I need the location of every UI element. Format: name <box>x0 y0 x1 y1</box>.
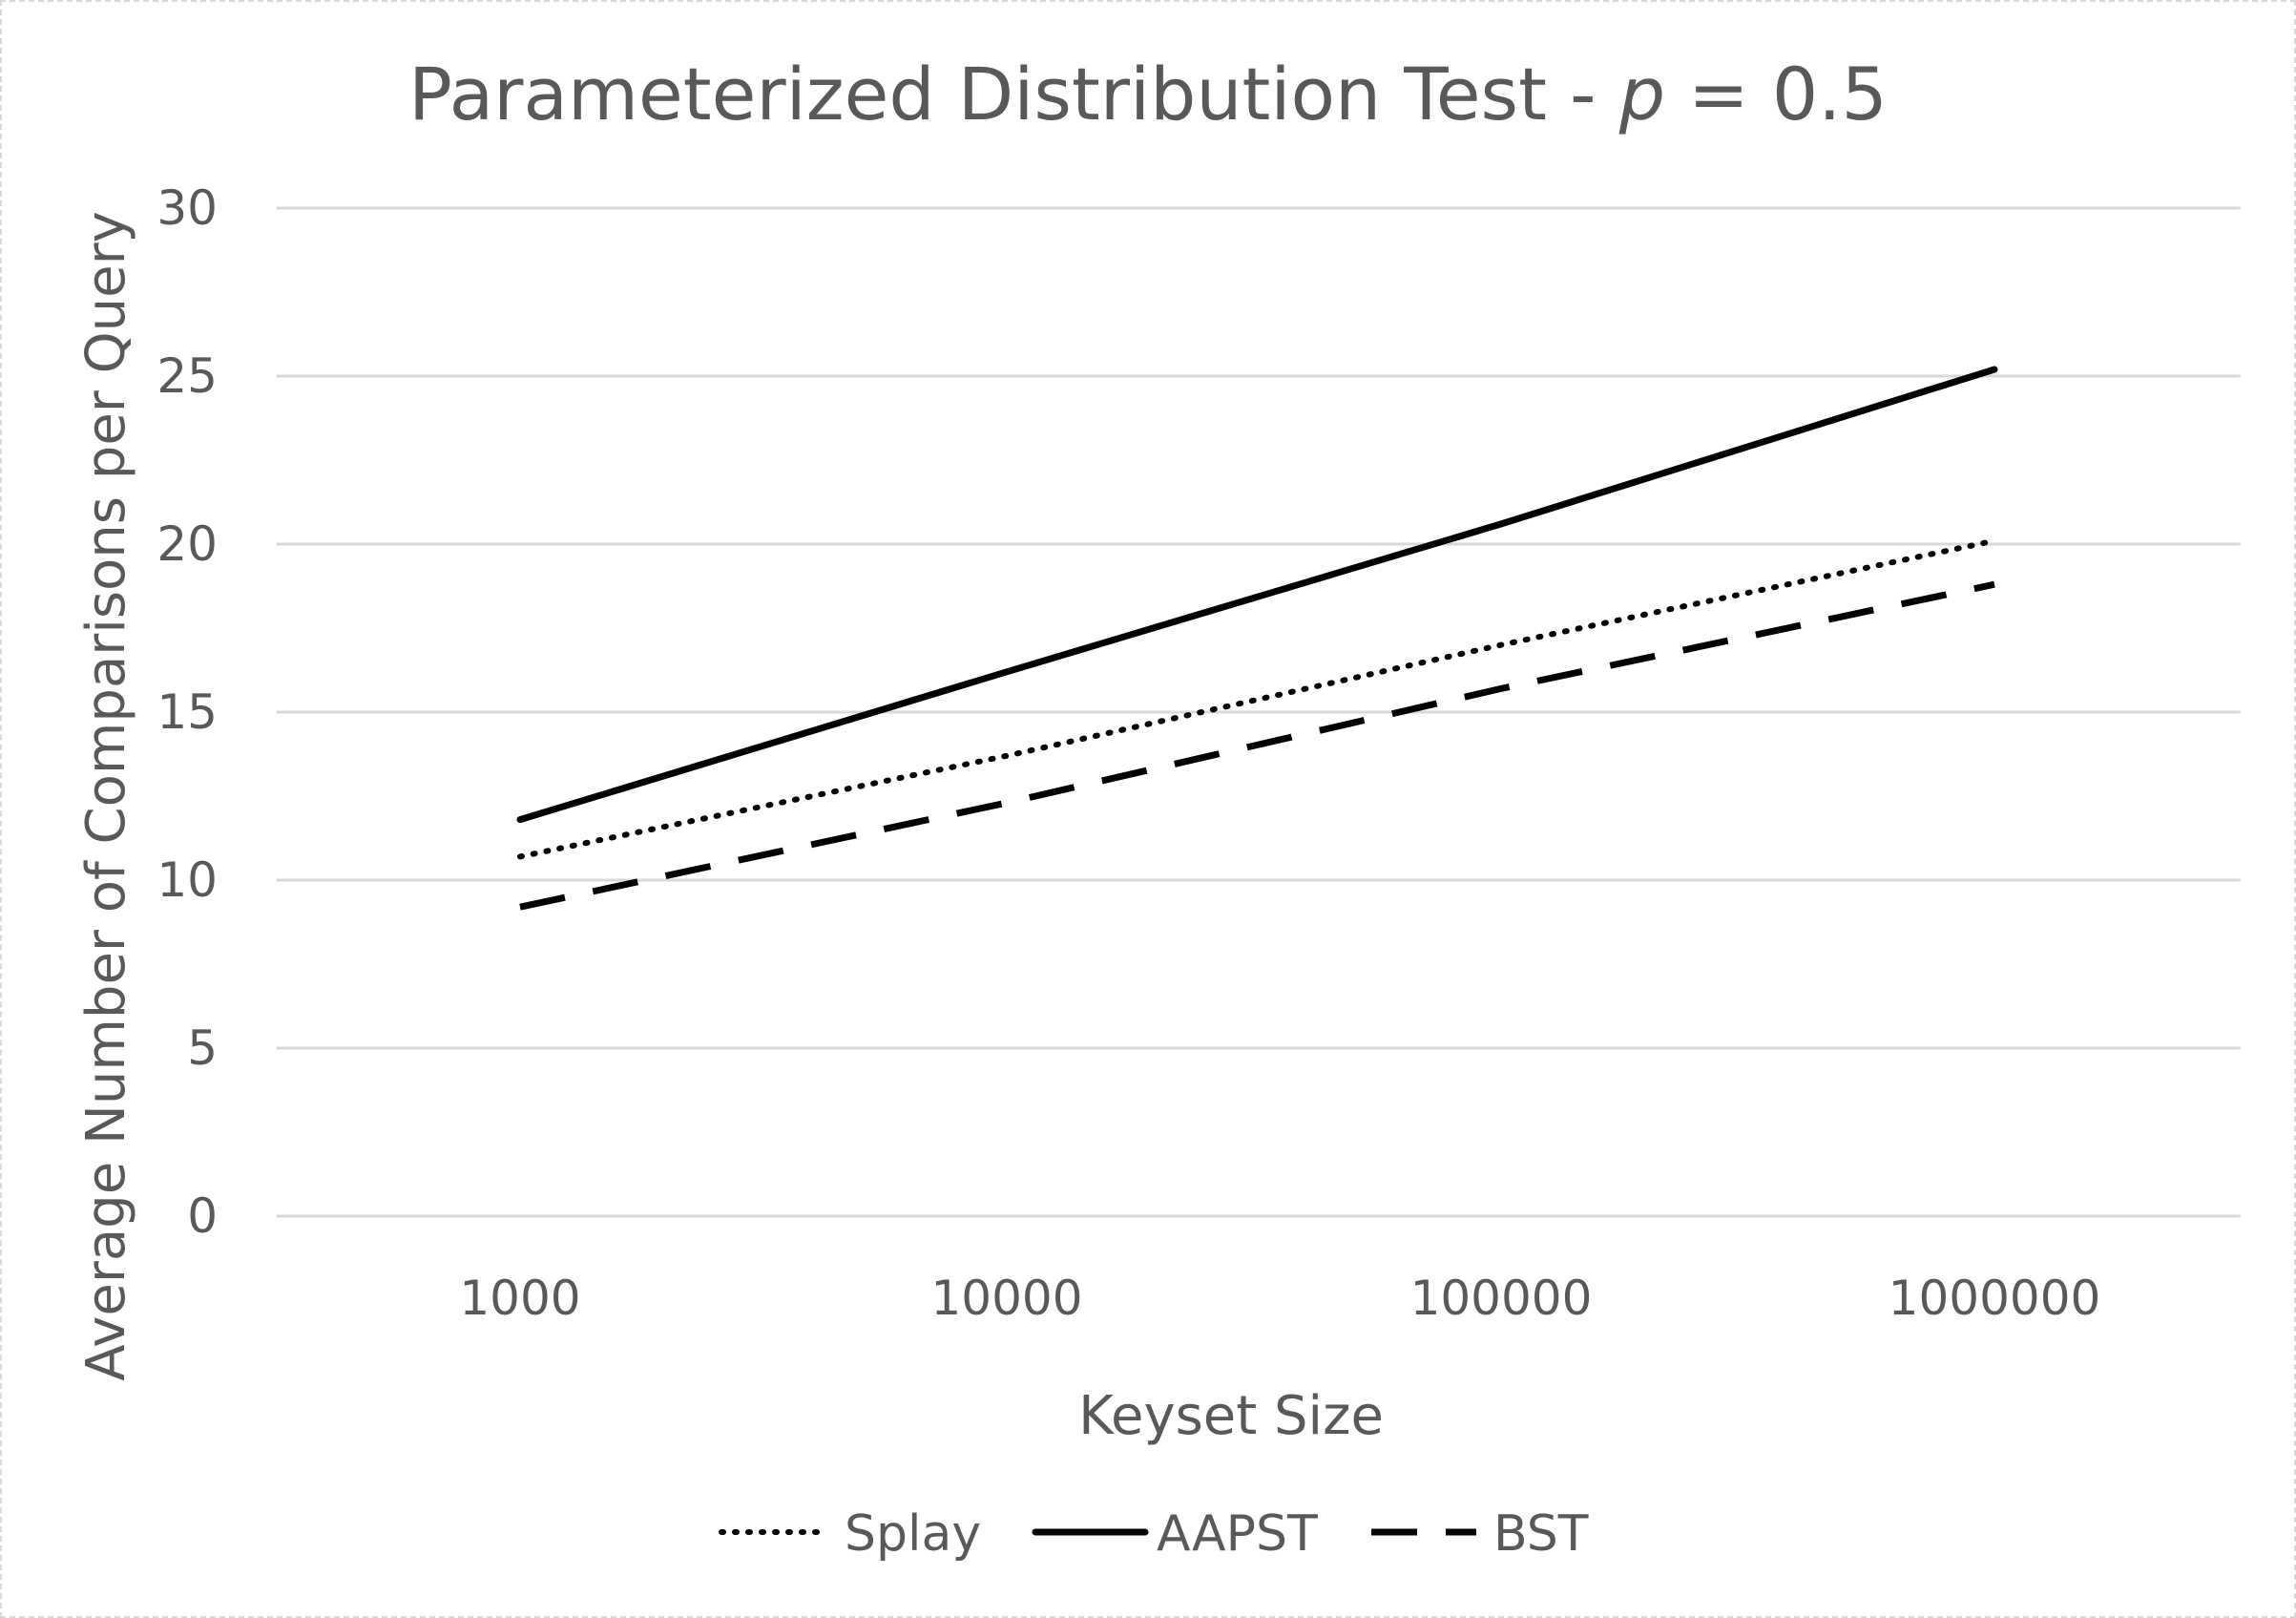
y-tick-label: 25 <box>157 348 218 404</box>
series-line-aapst <box>516 366 1998 824</box>
x-tick-label: 1000 <box>459 1271 580 1326</box>
y-axis-title: Average Number of Comparisons per Query <box>75 211 137 1381</box>
x-axis-title: Keyset Size <box>1078 1385 1384 1447</box>
x-tick-label: 10000 <box>930 1271 1082 1326</box>
series-line-splay <box>517 537 1997 860</box>
y-tick-label: 30 <box>157 180 218 236</box>
chart-title-rest: = 0.5 <box>1665 52 1888 137</box>
x-tick-label: 100000 <box>1410 1271 1593 1326</box>
series-lines <box>516 366 1998 911</box>
series-line-bst <box>519 580 1995 911</box>
legend: Splay AAPST BST <box>719 1505 1589 1563</box>
legend-label-bst: BST <box>1493 1505 1589 1563</box>
chart-title: Parameterized Distribution Test - p = 0.… <box>408 52 1888 137</box>
legend-label-splay: Splay <box>845 1505 981 1563</box>
x-tick-label: 1000000 <box>1889 1271 2101 1326</box>
x-tick-labels: 1000 10000 100000 1000000 <box>459 1271 2100 1326</box>
chart-title-var: p <box>1618 52 1665 137</box>
legend-label-aapst: AAPST <box>1157 1505 1318 1563</box>
gridlines <box>277 206 2241 1218</box>
y-tick-label: 15 <box>157 684 218 740</box>
y-tick-label: 0 <box>187 1188 218 1244</box>
y-tick-label: 20 <box>157 516 218 572</box>
y-tick-label: 5 <box>187 1020 218 1076</box>
chart-title-main: Parameterized Distribution Test - <box>408 52 1619 137</box>
y-tick-labels: 0 5 10 15 20 25 30 <box>157 180 218 1244</box>
y-tick-label: 10 <box>157 852 218 908</box>
